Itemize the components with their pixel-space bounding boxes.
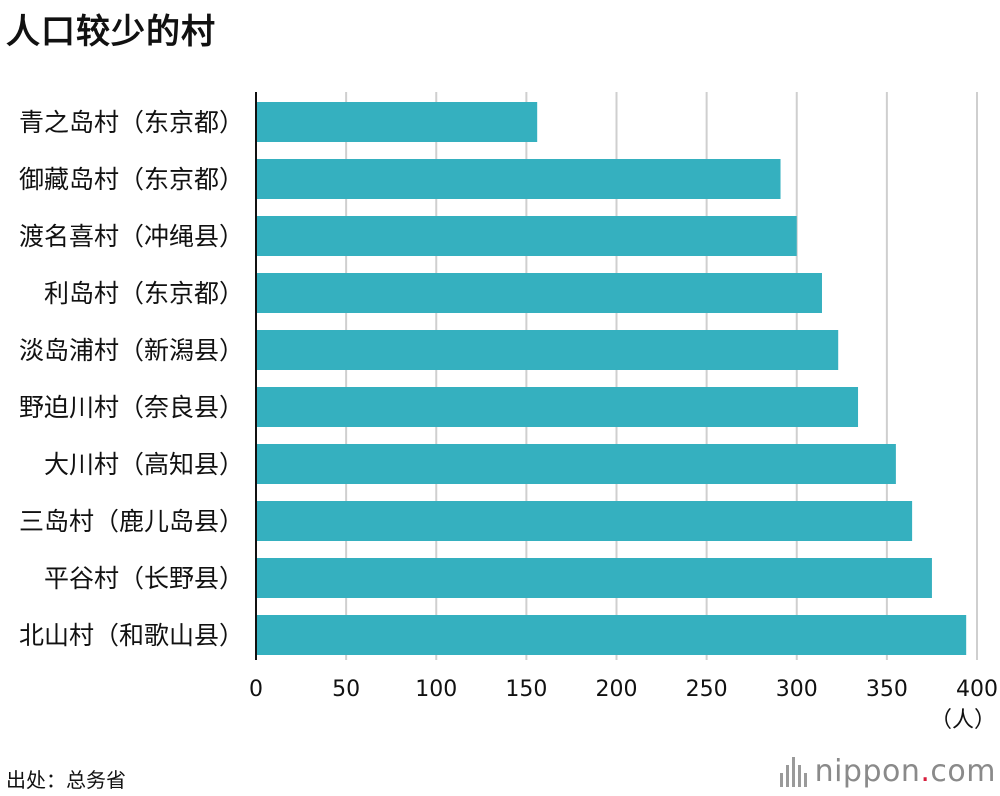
x-tick-labels: 0 50 100 150 200 250 300 350 400 [249, 677, 998, 702]
bar-3 [256, 216, 797, 256]
x-tick-label: 100 [415, 677, 457, 702]
category-label: 渡名喜村（冲绳县） [19, 222, 244, 251]
category-label: 野迫川村（奈良县） [19, 393, 244, 422]
x-tick-label: 400 [956, 677, 998, 702]
x-tick-label: 0 [249, 677, 263, 702]
category-label: 御藏岛村（东京都） [19, 165, 244, 194]
bar-4 [256, 273, 822, 313]
x-tick-label: 300 [776, 677, 818, 702]
chart-title: 人口较少的村 [6, 12, 216, 52]
category-label: 三岛村（鹿儿岛县） [19, 507, 244, 536]
bar-2 [256, 159, 781, 199]
category-label: 利岛村（东京都） [44, 279, 244, 308]
bar-7 [256, 444, 896, 484]
bar-9 [256, 558, 932, 598]
soundwave-icon [779, 756, 807, 787]
x-tick-label: 50 [332, 677, 360, 702]
bar-8 [256, 501, 913, 541]
category-label: 淡岛浦村（新潟县） [19, 336, 244, 365]
x-unit-label: （人） [930, 708, 996, 733]
category-label: 平谷村（长野县） [44, 564, 244, 593]
bar-10 [256, 615, 967, 655]
x-tick-label: 150 [505, 677, 547, 702]
category-labels: 青之岛村（东京都） 御藏岛村（东京都） 渡名喜村（冲绳县） 利岛村（东京都） 淡岛浦村（… [19, 108, 244, 650]
nippon-logo: nippon.com [779, 754, 996, 789]
bar-5 [256, 330, 839, 370]
x-tick-label: 200 [596, 677, 638, 702]
bar-6 [256, 387, 859, 427]
brand-wordmark: nippon.com [814, 754, 996, 789]
category-label: 大川村（高知县） [44, 450, 244, 479]
source-note: 出处：总务省 [6, 768, 126, 792]
category-label: 北山村（和歌山县） [19, 621, 244, 650]
x-tick-label: 350 [866, 677, 908, 702]
bar-1 [256, 102, 538, 142]
category-label: 青之岛村（东京都） [19, 108, 244, 137]
x-tick-label: 250 [686, 677, 728, 702]
bars [256, 102, 967, 655]
